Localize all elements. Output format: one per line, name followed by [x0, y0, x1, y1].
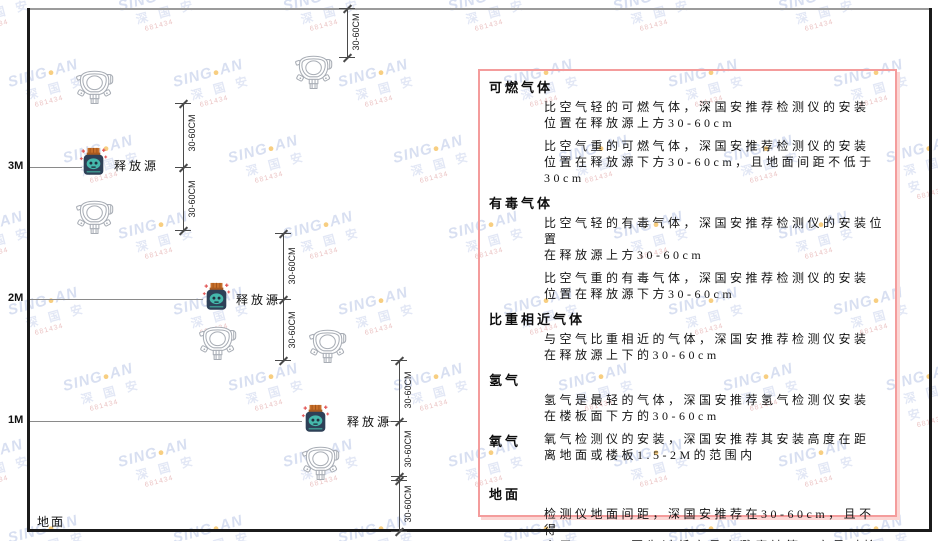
release-source-label: 释放源: [236, 293, 282, 307]
release-source-label: 释放源: [114, 159, 160, 173]
panel-section-combustible-gas: 可燃气体 比空气轻的可燃气体，深国安推荐检测仪的安装 位置在释放源上方30-60…: [480, 77, 895, 186]
info-panel: 可燃气体 比空气轻的可燃气体，深国安推荐检测仪的安装 位置在释放源上方30-60…: [478, 69, 897, 541]
section-paragraph: 氧气检测仪的安装，深国安推荐其安装高度在距 离地面或楼板1.5-2M的范围内: [544, 432, 870, 462]
ground-label: 地面: [37, 515, 66, 529]
section-heading: 氧气: [489, 434, 522, 449]
section-heading: 有毒气体: [489, 196, 554, 211]
dimension-line: [399, 360, 400, 531]
section-paragraph: 氢气是最轻的气体，深国安推荐氢气检测仪安装 在楼板面下方的30-60cm: [544, 393, 870, 423]
panel-section-hydrogen: 氢气 氢气是最轻的气体，深国安推荐氢气检测仪安装 在楼板面下方的30-60cm: [480, 370, 895, 424]
dimension-label: 30-60CM: [403, 371, 413, 409]
dimension-label: 30-60CM: [403, 485, 413, 523]
axis-label-1m: 1M: [8, 414, 24, 426]
release-source-icon: [202, 282, 231, 312]
dimension-label: 30-60CM: [187, 180, 197, 218]
floor-line: [27, 529, 932, 532]
section-paragraph: 比空气重的有毒气体，深国安推荐检测仪的安装 位置在释放源下方30-60cm: [544, 271, 870, 301]
level-line-2m: [30, 299, 203, 300]
axis-label-2m: 2M: [8, 292, 24, 304]
left-wall-line: [27, 8, 30, 531]
section-paragraph: 检测仪地面间距，深国安推荐在30-60cm，且不得 小于30cm，因为过低容易水…: [544, 507, 876, 541]
release-source-icon: [79, 147, 108, 177]
right-wall-line: [929, 8, 932, 531]
level-line-3m: [30, 167, 82, 168]
level-line-1m: [30, 421, 302, 422]
gas-detector-icon: [76, 70, 114, 105]
section-paragraph: 比空气重的可燃气体，深国安推荐检测仪的安装 位置在释放源下方30-60cm，且地…: [544, 139, 875, 185]
gas-detector-icon: [295, 55, 333, 90]
gas-detector-icon: [76, 200, 114, 235]
release-source-label: 释放源: [347, 415, 393, 429]
gas-detector-icon: [309, 329, 347, 364]
section-heading: 地面: [489, 487, 522, 502]
section-paragraph: 比空气轻的可燃气体，深国安推荐检测仪的安装 位置在释放源上方30-60cm: [544, 100, 870, 130]
panel-section-oxygen: 氧气 氧气检测仪的安装，深国安推荐其安装高度在距 离地面或楼板1.5-2M的范围…: [480, 431, 895, 470]
dimension-label: 30-60CM: [287, 311, 297, 349]
gas-detector-icon: [302, 446, 340, 481]
dimension-label: 30-60CM: [287, 247, 297, 285]
section-heading: 可燃气体: [489, 80, 554, 95]
section-paragraph: 与空气比重相近的气体，深国安推荐检测仪安装 在释放源上下的30-60cm: [544, 332, 870, 362]
level-line-2m-ext: [266, 299, 283, 300]
dimension-line: [347, 8, 348, 57]
dimension-label: 30-60CM: [351, 13, 361, 51]
gas-detector-icon: [199, 326, 237, 361]
panel-section-similar-density-gas: 比重相近气体 与空气比重相近的气体，深国安推荐检测仪安装 在释放源上下的30-6…: [480, 309, 895, 363]
section-heading: 比重相近气体: [489, 312, 586, 327]
section-heading: 氢气: [489, 373, 522, 388]
axis-label-3m: 3M: [8, 160, 24, 172]
panel-section-toxic-gas: 有毒气体 比空气轻的有毒气体，深国安推荐检测仪的安装位置 在释放源上方30-60…: [480, 193, 895, 302]
panel-section-ground: 地面 检测仪地面间距，深国安推荐在30-60cm，且不得 小于30cm，因为过低…: [480, 484, 895, 541]
section-paragraph: 比空气轻的有毒气体，深国安推荐检测仪的安装位置 在释放源上方30-60cm: [544, 216, 886, 262]
dimension-label: 30-60CM: [187, 114, 197, 152]
dimension-label: 30-60CM: [403, 430, 413, 468]
ceiling-line: [27, 8, 930, 10]
dimension-line: [283, 233, 284, 360]
release-source-icon: [301, 404, 330, 434]
